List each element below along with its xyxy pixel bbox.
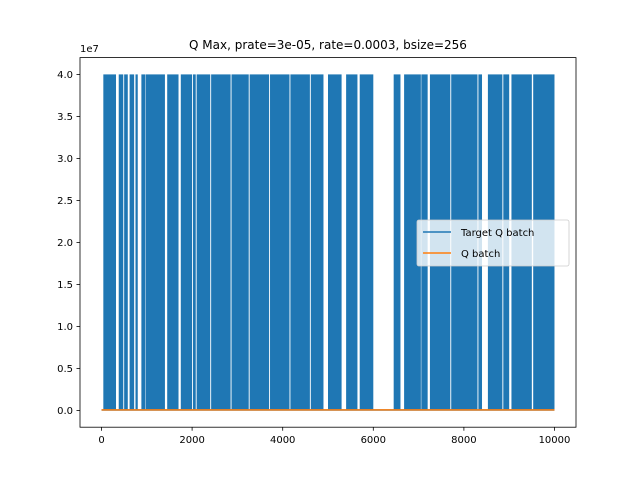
target-q-batch-band [404, 74, 421, 410]
target-q-batch-band [103, 74, 117, 410]
target-q-batch-band [180, 74, 193, 410]
series-q-batch [101, 409, 555, 411]
y-tick-label: 0.5 [57, 364, 73, 375]
legend: Target Q batch Q batch [416, 219, 570, 267]
y-tick-label: 1.0 [57, 322, 73, 333]
legend-box [416, 219, 570, 267]
y-tick-label: 2.0 [57, 238, 73, 249]
target-q-batch-band [346, 74, 358, 410]
y-axis-scale-label: 1e7 [80, 44, 99, 55]
x-tick-label: 8000 [451, 435, 476, 446]
target-q-batch-band [193, 74, 196, 410]
target-q-batch-band [393, 74, 401, 410]
target-q-batch-band [290, 74, 310, 410]
x-tick-label: 10000 [539, 435, 571, 446]
target-q-batch-band [129, 74, 135, 410]
x-tick-label: 6000 [361, 435, 386, 446]
y-tick-label: 3.0 [57, 154, 73, 165]
target-q-batch-band [135, 74, 138, 410]
plot-area: 0 2000 4000 6000 8000 10000 0.0 0.5 1.0 1.5 2.0 2.5… [57, 57, 577, 446]
x-tick-label: 0 [98, 435, 104, 446]
target-q-batch-band [167, 74, 179, 410]
target-q-batch-band [196, 74, 211, 410]
y-tick-label: 4.0 [57, 70, 73, 81]
x-tick-label: 4000 [270, 435, 295, 446]
x-tick-label: 2000 [179, 435, 204, 446]
target-q-batch-band [124, 74, 128, 410]
legend-label: Target Q batch [460, 228, 534, 239]
target-q-batch-band [310, 74, 324, 410]
target-q-batch-band [231, 74, 249, 410]
target-q-batch-band [328, 74, 342, 410]
q-batch-line [101, 409, 555, 411]
target-q-batch-band [141, 74, 145, 410]
target-q-batch-band [145, 74, 165, 410]
chart-title: Q Max, prate=3e-05, rate=0.0003, bsize=2… [189, 38, 467, 52]
legend-label: Q batch [461, 249, 500, 260]
y-tick-label: 0.0 [57, 406, 73, 417]
y-tick-label: 1.5 [57, 280, 73, 291]
target-q-batch-band [249, 74, 270, 410]
target-q-batch-band [359, 74, 374, 410]
y-tick-label: 3.5 [57, 112, 73, 123]
y-tick-label: 2.5 [57, 196, 73, 207]
target-q-batch-band [270, 74, 290, 410]
target-q-batch-band [118, 74, 124, 410]
target-q-batch-band [211, 74, 231, 410]
